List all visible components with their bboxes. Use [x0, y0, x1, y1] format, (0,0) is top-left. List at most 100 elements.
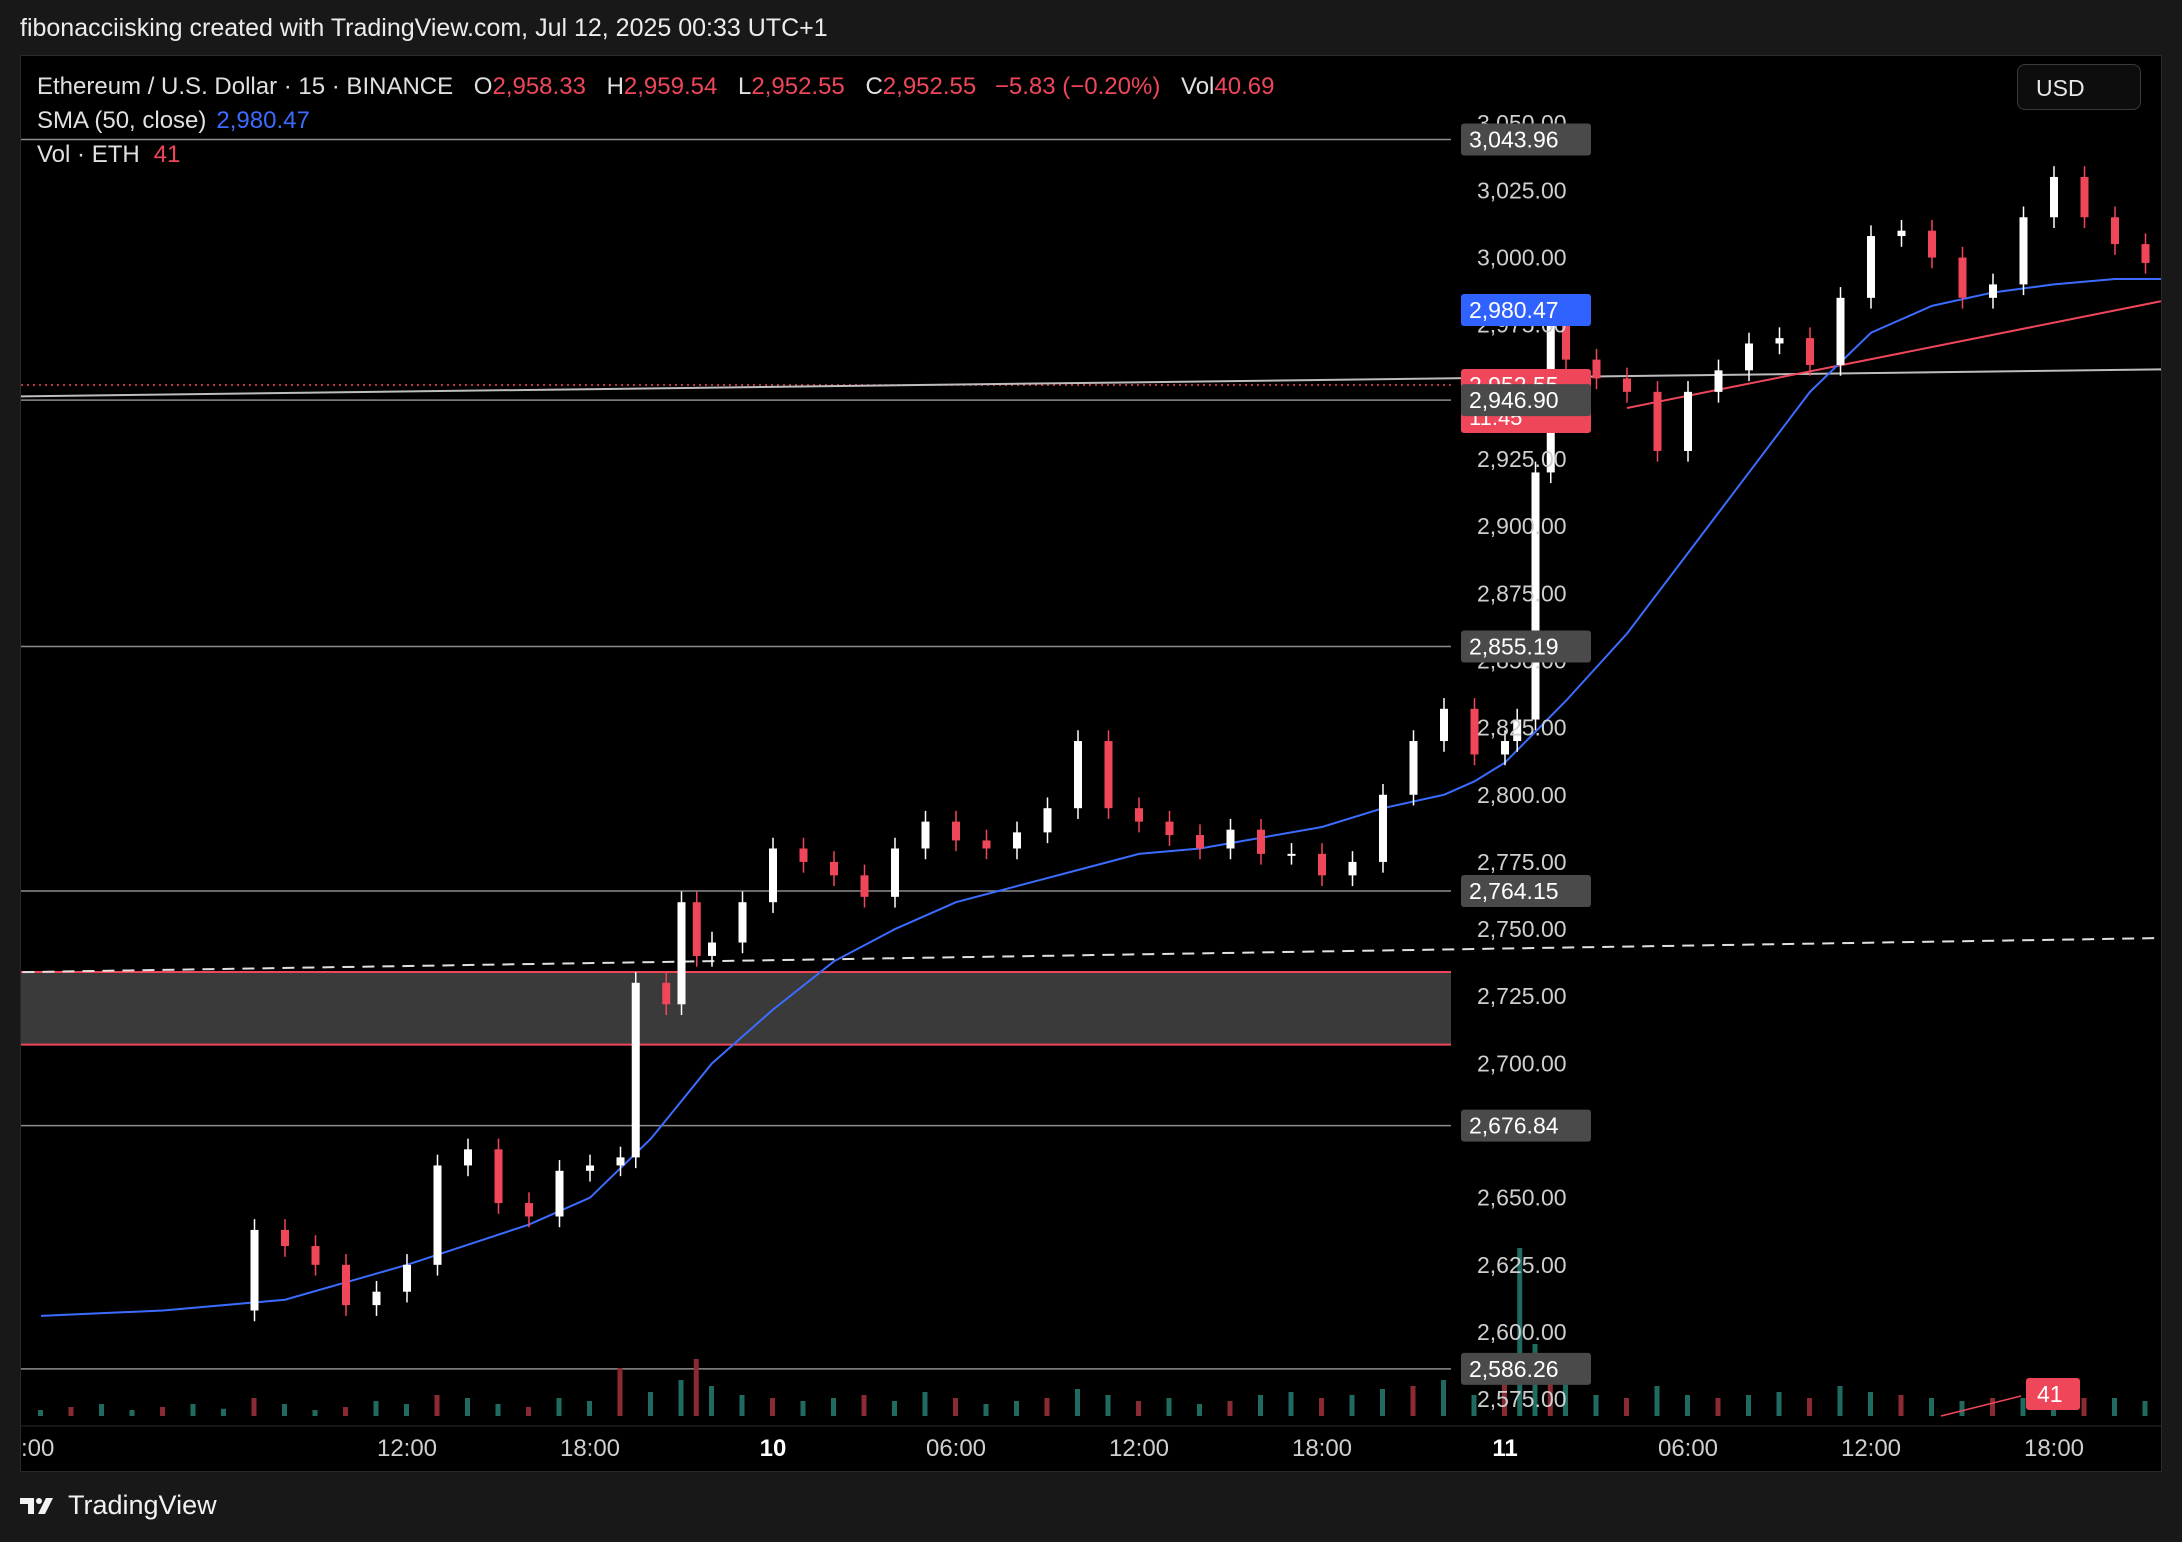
volume-legend-row[interactable]: Vol · ETH 41: [37, 138, 1274, 172]
chart-legend: Ethereum / U.S. Dollar · 15 · BINANCE O2…: [37, 70, 1274, 172]
candle-body: [403, 1264, 411, 1292]
candle-body: [708, 942, 716, 956]
candle-body: [1989, 284, 1997, 298]
volume-bar: [1502, 1374, 1507, 1416]
candle-body: [1501, 741, 1509, 755]
candle-body: [830, 861, 838, 876]
candle-body: [433, 1165, 442, 1265]
volume-bar: [1349, 1395, 1355, 1416]
candle-body: [1470, 708, 1479, 755]
price-badge: [1461, 384, 1591, 417]
volume-bar: [1136, 1401, 1141, 1416]
candle-body: [1775, 338, 1784, 344]
candle-body: [494, 1149, 503, 1204]
sma-label: SMA (50, close): [37, 107, 207, 134]
candle-body: [1135, 808, 1143, 822]
ohlc-legend-row: Ethereum / U.S. Dollar · 15 · BINANCE O2…: [37, 70, 1274, 104]
x-tick-label: 11: [1492, 1435, 1517, 1462]
volume-bar: [617, 1368, 623, 1416]
y-tick-label: 2,750.00: [1477, 916, 1567, 942]
candle-body: [555, 1170, 564, 1217]
candle-body: [677, 902, 686, 1005]
candle-body: [1806, 338, 1814, 365]
candle-body: [921, 821, 930, 849]
vol-value: 40.69: [1214, 73, 1275, 100]
price-badge-label: 2,855.19: [1469, 634, 1559, 660]
tradingview-logo[interactable]: TradingView: [20, 1490, 217, 1521]
volume-bar: [465, 1398, 470, 1416]
candle-body: [1653, 391, 1662, 451]
sma-value: 2,980.47: [216, 107, 310, 134]
candle-body: [1379, 794, 1387, 862]
chart-panel[interactable]: 2,575.002,600.002,625.002,650.002,675.00…: [20, 55, 2162, 1472]
candle-body: [464, 1149, 472, 1166]
candle-body: [1745, 343, 1753, 371]
price-badge: [1461, 293, 1591, 326]
candle-body: [631, 982, 640, 1158]
volume-bar: [587, 1401, 592, 1416]
volume-bar: [648, 1392, 653, 1416]
open-value: 2,958.33: [492, 73, 586, 100]
volume-bar: [1654, 1386, 1660, 1416]
candle-body: [1074, 741, 1082, 809]
y-tick-label: 2,575.00: [1477, 1386, 1567, 1412]
candle-body: [1013, 832, 1021, 849]
candle-body: [1257, 829, 1265, 854]
volume-bar: [251, 1398, 257, 1416]
volume-bar: [1410, 1386, 1416, 1416]
candle-body: [1623, 378, 1631, 392]
candle-body: [2019, 217, 2028, 285]
candle-body: [2141, 244, 2150, 263]
sma-legend-row[interactable]: SMA (50, close) 2,980.47: [37, 104, 1274, 138]
volume-bar: [221, 1408, 226, 1416]
y-tick-label: 3,025.00: [1477, 177, 1567, 203]
price-badge: [1461, 1352, 1591, 1385]
candle-body: [1531, 472, 1540, 720]
currency-button[interactable]: USD: [2017, 64, 2141, 110]
candle-body: [1287, 853, 1296, 856]
volume-bar: [693, 1359, 699, 1416]
high-key: H: [606, 73, 624, 100]
price-badge-label: 2,946.90: [1469, 387, 1559, 413]
x-tick-label: 12:00: [1109, 1435, 1169, 1462]
volume-bar: [129, 1410, 135, 1416]
volume-bar: [739, 1395, 745, 1416]
x-tick-label: 06:00: [1658, 1435, 1718, 1462]
candle-body: [1409, 741, 1418, 795]
volume-bar: [1868, 1392, 1873, 1416]
candle-body: [2080, 176, 2089, 218]
price-chart[interactable]: 2,575.002,600.002,625.002,650.002,675.00…: [21, 56, 2161, 1471]
candle-body: [311, 1246, 320, 1265]
candle-body: [1226, 829, 1235, 849]
symbol-name[interactable]: Ethereum / U.S. Dollar · 15 · BINANCE: [37, 73, 454, 100]
volume-bar: [1258, 1395, 1263, 1416]
dashed-trendline: [21, 937, 2161, 974]
candle-body: [1165, 821, 1174, 836]
close-key: C: [865, 73, 883, 100]
volume-bar: [2081, 1398, 2087, 1416]
low-key: L: [738, 73, 752, 100]
y-tick-label: 2,650.00: [1477, 1185, 1567, 1211]
volume-bar: [1593, 1395, 1599, 1416]
candle-body: [1958, 257, 1967, 298]
y-tick-label: 2,625.00: [1477, 1252, 1567, 1278]
volume-bar: [1547, 1356, 1553, 1416]
candle-body: [1928, 230, 1936, 258]
y-tick-label: 2,900.00: [1477, 513, 1567, 539]
volume-bar: [1837, 1386, 1843, 1416]
x-tick-label: 06:00: [926, 1435, 986, 1462]
sma-line: [40, 278, 2161, 1317]
volume-bar: [1166, 1398, 1172, 1416]
support-zone: [21, 972, 1451, 1045]
vol-key: Vol: [1181, 73, 1215, 100]
volume-bar: [1319, 1398, 1324, 1416]
volume-bar: [1014, 1401, 1019, 1416]
candle-body: [769, 848, 777, 903]
candle-body: [1513, 719, 1522, 742]
price-badge: [1461, 1109, 1591, 1142]
candle-body: [1562, 324, 1570, 360]
gray-trendline: [21, 368, 2161, 398]
volume-bar: [1990, 1398, 1995, 1416]
y-tick-label: 3,000.00: [1477, 245, 1567, 271]
volume-bar: [770, 1398, 775, 1416]
